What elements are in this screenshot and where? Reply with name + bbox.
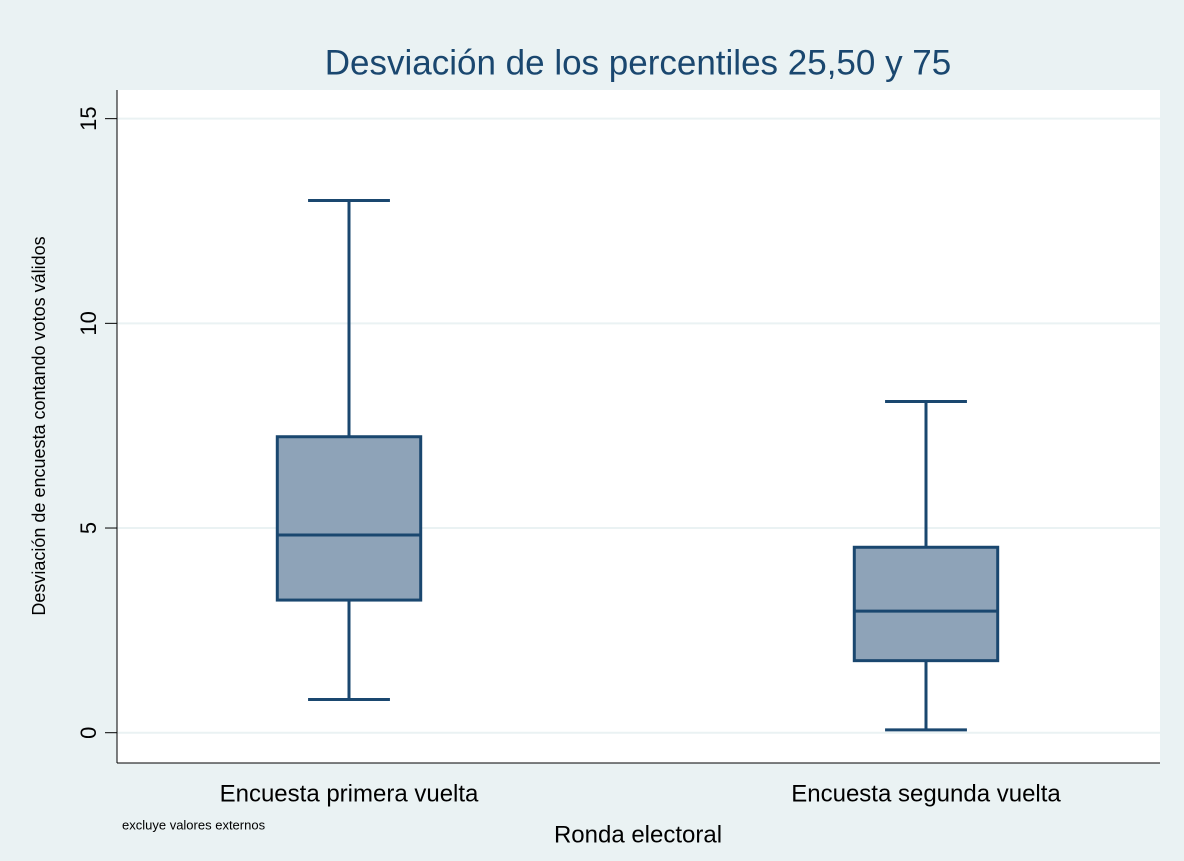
y-axis-label: Desviación de encuesta contando votos vá… [29, 236, 49, 615]
plot-area [117, 90, 1160, 763]
y-tick-label: 15 [76, 106, 101, 130]
y-tick-label: 0 [76, 727, 101, 739]
chart-title: Desviación de los percentiles 25,50 y 75 [325, 43, 951, 82]
note: excluye valores externos [122, 817, 266, 832]
x-axis-label: Ronda electoral [554, 821, 722, 848]
x-tick-label: Encuesta primera vuelta [220, 780, 479, 807]
box [275, 435, 423, 602]
x-tick-label: Encuesta segunda vuelta [791, 780, 1061, 807]
box [852, 545, 1000, 663]
y-tick-label: 10 [76, 311, 101, 335]
y-tick-label: 5 [76, 522, 101, 534]
